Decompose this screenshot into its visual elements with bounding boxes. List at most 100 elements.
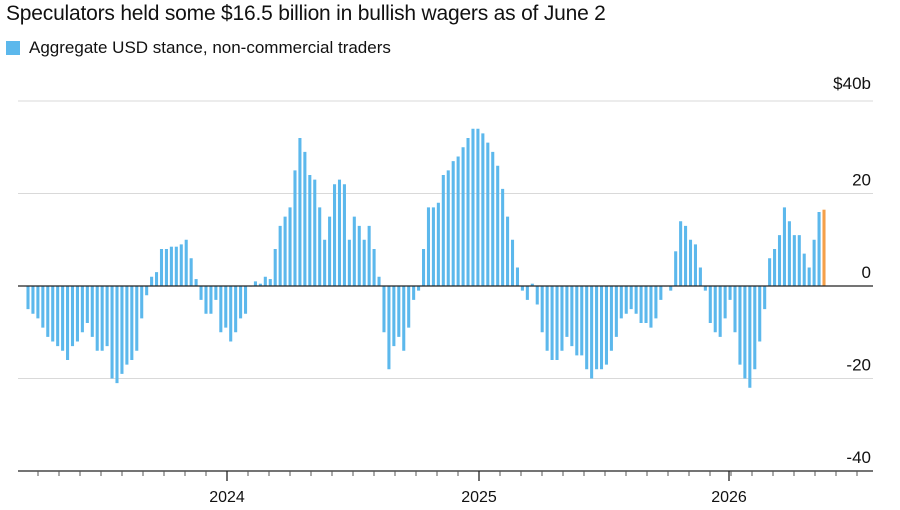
bar	[466, 138, 470, 286]
y-tick-label: $40b	[833, 74, 871, 93]
bar	[738, 286, 742, 365]
bar	[412, 286, 416, 300]
bar	[298, 138, 302, 286]
bar	[674, 251, 678, 286]
bar	[194, 279, 198, 286]
bar	[496, 165, 500, 286]
bar	[792, 235, 796, 287]
bar	[807, 267, 811, 286]
bar	[164, 249, 168, 286]
bar	[777, 235, 782, 287]
bar	[520, 286, 524, 291]
bar	[718, 286, 722, 337]
bar	[377, 276, 381, 286]
bar	[545, 286, 549, 351]
bar	[244, 286, 248, 314]
bar	[481, 133, 485, 287]
bar	[303, 151, 307, 287]
bar	[535, 286, 539, 305]
bar	[56, 286, 60, 347]
bar	[510, 239, 515, 286]
bar	[659, 286, 663, 300]
bar	[407, 286, 411, 328]
bar	[169, 246, 173, 286]
bar	[461, 147, 465, 286]
bar	[644, 286, 648, 323]
bar	[619, 286, 623, 319]
bar	[515, 267, 519, 286]
bar	[135, 286, 139, 351]
bar	[456, 156, 460, 286]
bar	[753, 286, 757, 370]
bar	[713, 286, 717, 333]
bar	[258, 283, 262, 286]
bar	[224, 286, 228, 328]
bar	[234, 286, 238, 333]
bar	[417, 286, 421, 291]
x-tick-label: 2026	[711, 489, 747, 506]
bar	[486, 142, 490, 287]
bar	[66, 286, 70, 360]
bar	[782, 207, 786, 287]
bar	[530, 283, 534, 286]
bar	[150, 276, 154, 286]
bar	[392, 286, 396, 347]
bar	[698, 267, 702, 286]
bar	[90, 286, 94, 337]
bar	[26, 286, 30, 310]
bar	[179, 244, 183, 287]
bar	[812, 239, 816, 286]
bar	[654, 286, 658, 319]
bar	[214, 286, 218, 300]
bar	[604, 286, 608, 365]
bar	[614, 286, 618, 337]
bar	[639, 286, 643, 323]
bar	[570, 286, 574, 347]
bar	[382, 286, 386, 333]
bar	[669, 286, 673, 291]
bar	[105, 286, 109, 347]
bar	[634, 286, 638, 314]
bar	[189, 258, 193, 286]
bar	[451, 161, 455, 287]
bar	[723, 286, 727, 319]
bar	[679, 221, 683, 286]
bar	[51, 286, 55, 342]
bar	[763, 286, 767, 310]
bar	[688, 239, 693, 286]
bar	[357, 225, 361, 287]
bar	[229, 286, 233, 342]
bar	[624, 286, 628, 314]
bar	[426, 207, 431, 287]
bar	[787, 221, 791, 286]
latest-bar	[822, 209, 826, 286]
bar	[130, 286, 134, 360]
bar	[609, 286, 613, 351]
bar	[599, 286, 604, 370]
bar	[703, 286, 707, 291]
bar	[75, 286, 79, 342]
bar	[278, 225, 282, 287]
bar	[431, 207, 435, 287]
bar	[41, 286, 45, 328]
bar	[397, 286, 401, 337]
bar	[184, 239, 188, 286]
bar	[491, 151, 495, 287]
bar	[590, 286, 594, 379]
bar	[337, 179, 342, 287]
bar	[308, 175, 312, 286]
bar	[693, 244, 697, 287]
bar	[387, 286, 391, 370]
bar	[441, 175, 445, 286]
bar	[758, 286, 762, 342]
legend-swatch	[6, 41, 20, 55]
bar	[585, 286, 589, 370]
bar	[501, 188, 505, 287]
bar	[36, 286, 40, 319]
bar	[802, 253, 806, 287]
bar	[347, 239, 351, 286]
bar	[728, 286, 732, 300]
bar	[95, 286, 99, 351]
bar	[560, 286, 564, 351]
bar	[372, 249, 376, 286]
